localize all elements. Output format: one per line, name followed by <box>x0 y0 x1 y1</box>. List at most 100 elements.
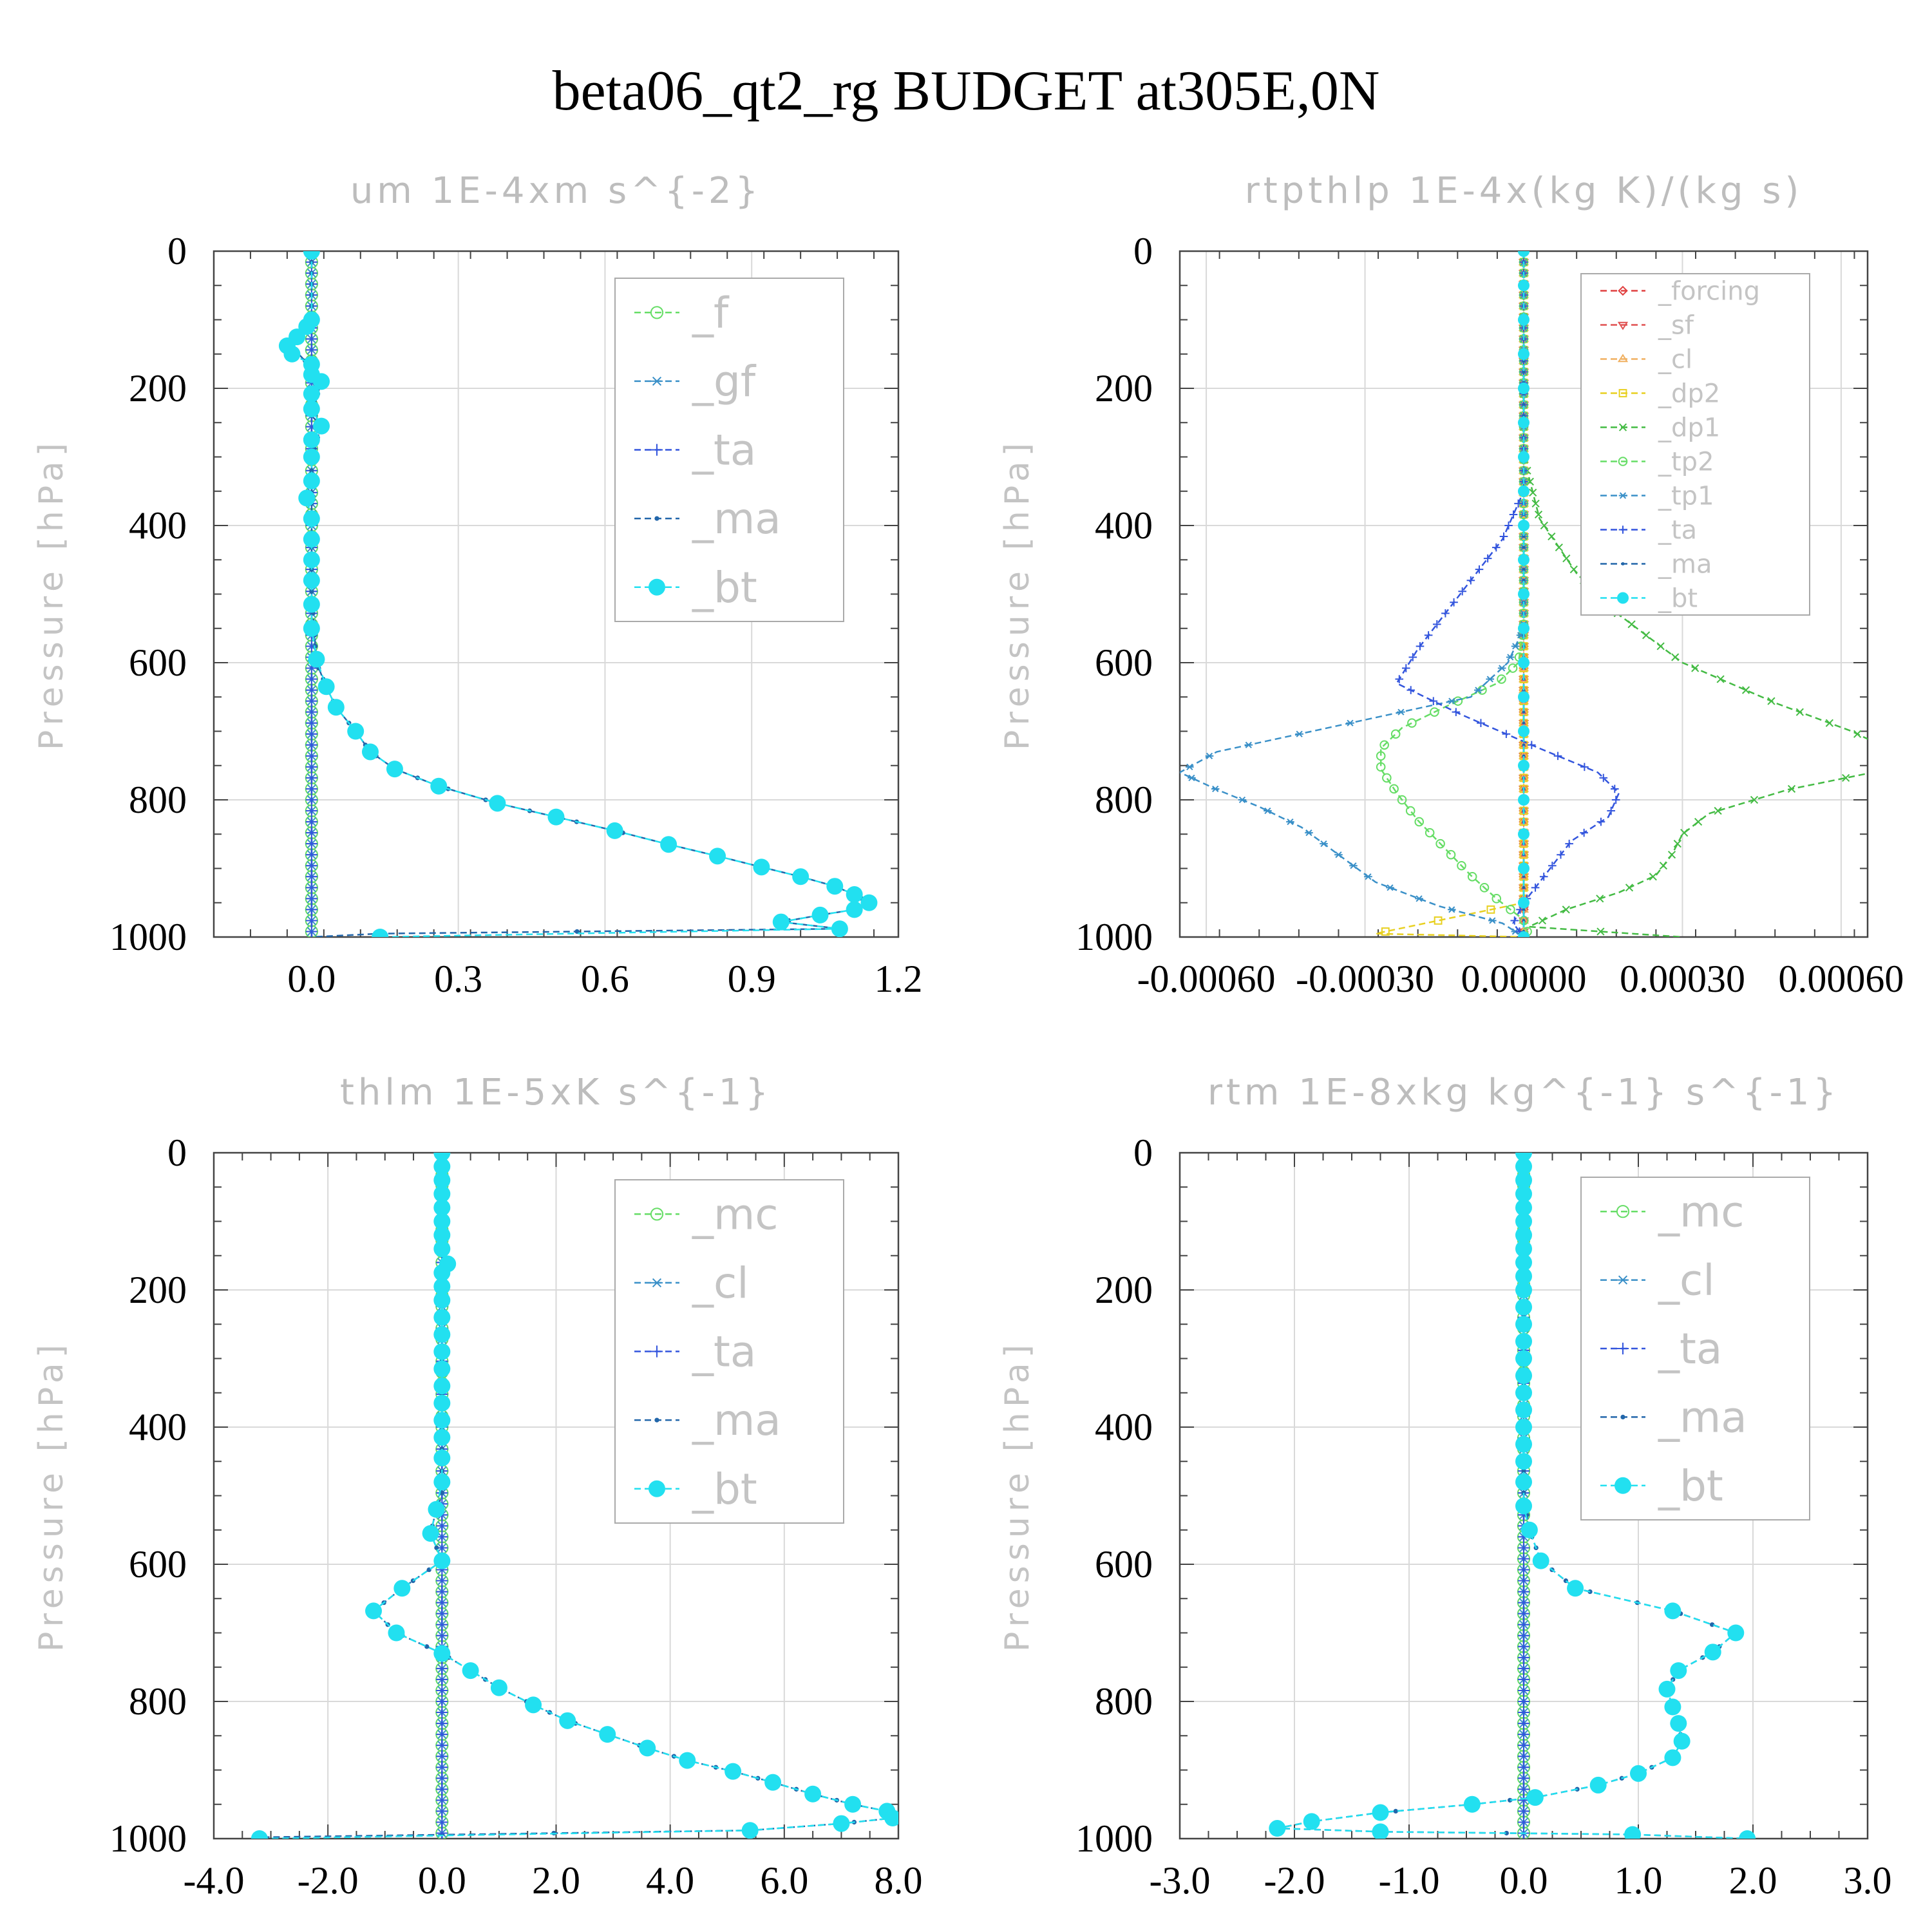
series-marker <box>436 1827 448 1839</box>
series-marker <box>1447 906 1456 913</box>
data-point <box>1704 1643 1721 1661</box>
data-point <box>433 1552 451 1569</box>
x-tick-label: 0.3 <box>434 958 482 1000</box>
y-tick-label: 200 <box>129 1269 187 1311</box>
legend-label: _ta <box>692 1327 756 1377</box>
data-point <box>884 1810 898 1827</box>
legend-label: _f <box>692 288 730 337</box>
series-marker <box>1714 806 1722 815</box>
data-point <box>606 822 623 839</box>
data-point <box>433 1278 451 1295</box>
legend: _forcing _sf _cl _dp2 _dp1 _tp2 _tp1 _ta _ma _bt <box>1580 273 1810 616</box>
data-point <box>1518 794 1530 806</box>
legend-marker <box>650 306 664 319</box>
series-marker <box>1502 730 1511 739</box>
series-marker <box>1534 510 1543 519</box>
series-marker <box>436 1805 448 1817</box>
series-marker <box>1517 1706 1530 1719</box>
series-marker <box>1416 642 1425 650</box>
plot-area <box>251 1153 898 1839</box>
series-marker <box>1405 806 1416 816</box>
series-marker <box>305 925 317 937</box>
series-marker <box>1522 578 1526 582</box>
series-marker <box>1667 851 1676 859</box>
data-point <box>1518 554 1530 566</box>
legend-marker <box>1615 1477 1631 1494</box>
y-tick-label: 400 <box>1095 504 1153 547</box>
series-marker <box>305 344 317 356</box>
figure-title: beta06_qt2_rg BUDGET at305E,0N <box>553 60 1380 122</box>
data-point <box>1269 1820 1286 1837</box>
y-tick-label: 400 <box>129 1406 187 1448</box>
series-marker <box>1553 752 1562 761</box>
data-point <box>303 400 320 417</box>
series-marker <box>1562 905 1570 914</box>
data-point <box>462 1662 479 1680</box>
series-marker <box>305 914 317 927</box>
data-point <box>1518 251 1530 257</box>
series-marker <box>1673 840 1681 848</box>
data-point <box>1515 1158 1532 1175</box>
data-point <box>831 920 848 937</box>
series-marker <box>1390 729 1401 739</box>
data-point <box>525 1696 542 1714</box>
data-point <box>1515 1153 1532 1161</box>
series-marker <box>1517 1805 1530 1817</box>
series-marker <box>1642 631 1651 639</box>
y-tick-label: 600 <box>1095 1543 1153 1586</box>
y-tick-label: 1000 <box>1075 916 1153 958</box>
series-marker <box>1562 554 1571 563</box>
series-marker <box>1518 742 1530 750</box>
data-point <box>433 1309 451 1326</box>
data-point <box>1664 1698 1681 1716</box>
data-point <box>386 761 403 778</box>
data-point <box>1372 1823 1389 1839</box>
panel-4: rtm 1E-8xkg kg^{-1} s^{-1} Pressure [hPa]… <box>998 1072 1892 1902</box>
data-point <box>433 1326 451 1343</box>
x-tick-label: -0.00030 <box>1296 958 1434 1000</box>
series-marker <box>1441 609 1450 618</box>
series-marker <box>1509 510 1518 519</box>
series-marker <box>1432 620 1441 629</box>
series-marker <box>305 782 317 795</box>
series-marker <box>1518 849 1530 858</box>
data-point <box>1518 383 1530 394</box>
series-marker <box>1627 620 1636 629</box>
series-marker <box>1488 917 1497 924</box>
legend-marker <box>1618 285 1628 296</box>
series-marker <box>1389 784 1399 794</box>
series-marker <box>1518 917 1530 926</box>
series-marker <box>1531 884 1540 892</box>
series-marker <box>1295 730 1303 737</box>
series-marker <box>436 1695 448 1708</box>
series-marker <box>1825 719 1833 727</box>
series-marker <box>1435 838 1445 849</box>
legend-label: _mc <box>1658 1187 1745 1236</box>
series-marker <box>1346 719 1354 726</box>
series-marker <box>1517 1816 1530 1828</box>
series-marker <box>1508 1797 1513 1803</box>
y-axis-label: Pressure [hPa] <box>32 438 71 750</box>
data-point <box>303 472 320 489</box>
legend-label: _sf <box>1658 311 1694 341</box>
data-point <box>846 886 863 903</box>
data-point <box>430 777 448 795</box>
series-marker <box>305 706 317 718</box>
series-marker <box>436 1575 448 1587</box>
data-point <box>792 868 810 886</box>
legend-box <box>1580 273 1810 616</box>
y-tick-label: 200 <box>1095 1269 1153 1311</box>
y-tick-label: 0 <box>1133 1132 1153 1174</box>
data-point <box>860 894 878 911</box>
data-point <box>433 1226 451 1244</box>
series-marker <box>1511 643 1520 650</box>
series-marker <box>1479 883 1490 893</box>
series-marker <box>1474 687 1482 694</box>
series-marker <box>1853 730 1862 738</box>
y-tick-label: 600 <box>129 641 187 684</box>
legend-label: _mc <box>692 1189 779 1239</box>
data-point <box>303 385 320 402</box>
x-tick-label: 2.0 <box>532 1859 580 1902</box>
data-point <box>1515 1401 1532 1419</box>
legend-marker <box>1620 1414 1625 1420</box>
